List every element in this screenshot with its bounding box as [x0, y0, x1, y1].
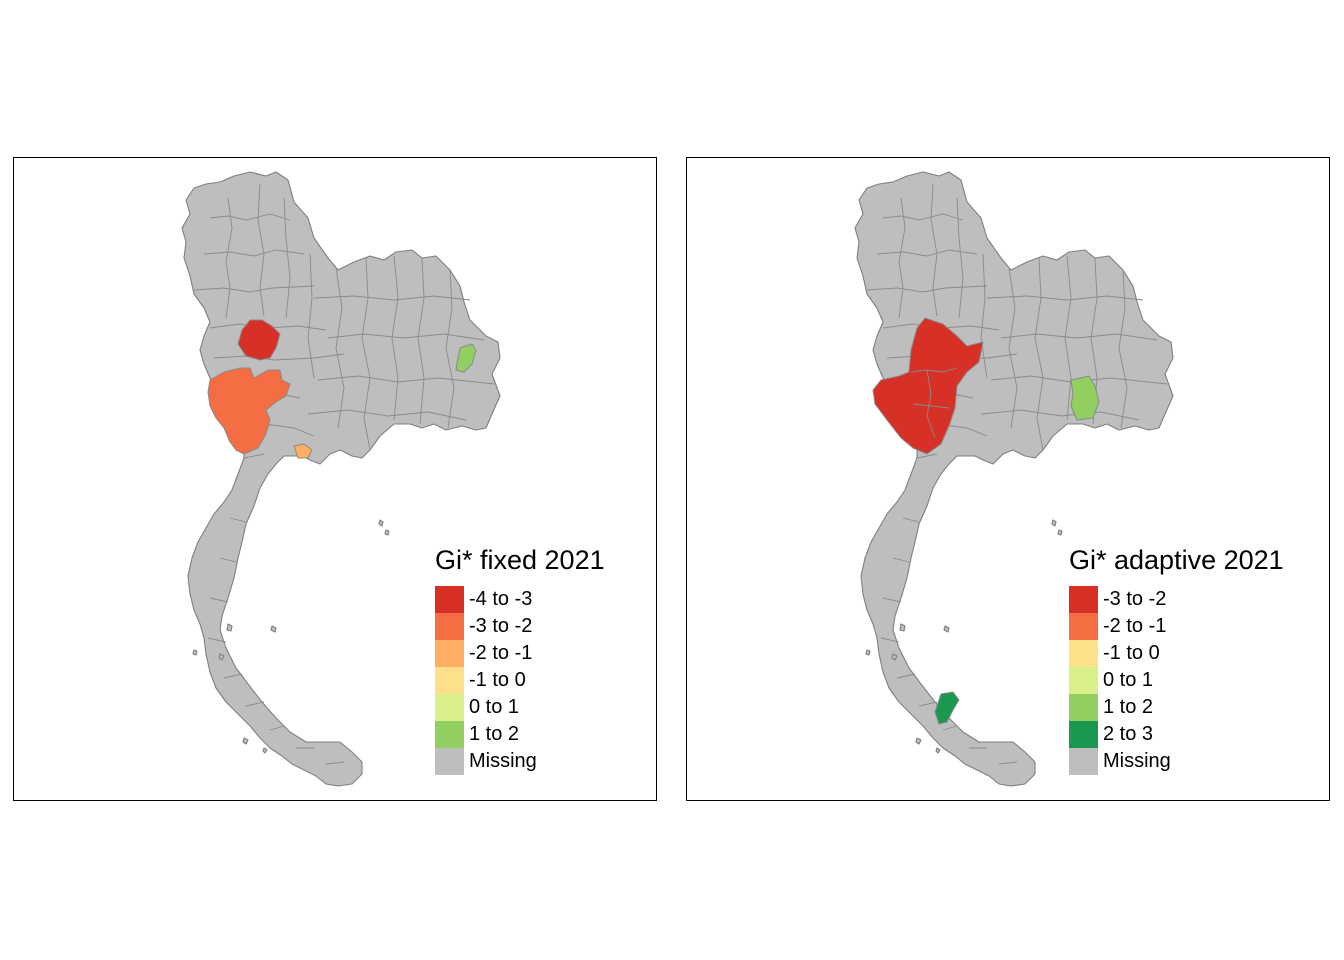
- legend-swatch: [435, 640, 464, 667]
- legend-swatch: [435, 667, 464, 694]
- map-legend: Gi* adaptive 2021 -3 to -2 -2 to -1 -1 to …: [1069, 544, 1284, 775]
- legend-label: -1 to 0: [469, 669, 526, 691]
- hotspot-area: [934, 691, 960, 725]
- legend-swatch: [435, 721, 464, 748]
- hotspot-area: [237, 319, 281, 361]
- legend-label: -4 to -3: [469, 588, 533, 610]
- legend-item: -2 to -1: [1069, 613, 1284, 640]
- map-panel-fixed: Gi* fixed 2021 -4 to -3 -3 to -2 -2 to -1-…: [13, 157, 657, 801]
- legend-title: Gi* fixed 2021: [435, 545, 605, 575]
- legend-item: Missing: [1069, 748, 1284, 775]
- legend-item: 2 to 3: [1069, 721, 1284, 748]
- legend-label: 0 to 1: [469, 696, 520, 718]
- legend-label: 1 to 2: [1103, 696, 1154, 718]
- legend-swatch: [1069, 613, 1098, 640]
- legend-swatch: [435, 613, 464, 640]
- legend-swatch: [1069, 694, 1098, 721]
- legend-item: 1 to 2: [1069, 694, 1284, 721]
- legend-swatch: [435, 586, 464, 613]
- legend-label: 1 to 2: [469, 723, 520, 745]
- legend-label: -1 to 0: [1103, 642, 1160, 664]
- legend-swatch: [435, 748, 464, 775]
- legend-item: 1 to 2: [435, 721, 605, 748]
- province-border: [910, 367, 958, 439]
- map-panel-adaptive: Gi* adaptive 2021 -3 to -2 -2 to -1 -1 to …: [686, 157, 1330, 801]
- legend-label: 0 to 1: [1103, 669, 1154, 691]
- thailand-map-adaptive: [854, 171, 1174, 787]
- thailand-map-fixed: [181, 171, 501, 787]
- legend-swatch: [1069, 721, 1098, 748]
- legend-items: -3 to -2 -2 to -1 -1 to 0 0 to 1 1 to 2 2 to …: [1069, 586, 1284, 775]
- legend-item: -1 to 0: [435, 667, 605, 694]
- hotspot-area: [207, 367, 291, 455]
- legend-item: Missing: [435, 748, 605, 775]
- legend-item: -4 to -3: [435, 586, 605, 613]
- legend-item: -3 to -2: [1069, 586, 1284, 613]
- legend-items: -4 to -3 -3 to -2 -2 to -1 -1 to 0 0 to 1 1 t…: [435, 586, 605, 775]
- legend-label: 2 to 3: [1103, 723, 1154, 745]
- hotspot-area: [293, 443, 313, 459]
- legend-label: -2 to -1: [469, 642, 533, 664]
- map-legend: Gi* fixed 2021 -4 to -3 -3 to -2 -2 to -1-…: [435, 544, 605, 775]
- legend-label: Missing: [1103, 750, 1171, 772]
- hotspot-area: [872, 317, 984, 455]
- legend-swatch: [1069, 640, 1098, 667]
- legend-label: -3 to -2: [469, 615, 533, 637]
- legend-item: -2 to -1: [435, 640, 605, 667]
- hotspot-area: [455, 343, 477, 373]
- legend-swatch: [1069, 586, 1098, 613]
- legend-label: -2 to -1: [1103, 615, 1167, 637]
- legend-item: 0 to 1: [435, 694, 605, 721]
- legend-label: -3 to -2: [1103, 588, 1167, 610]
- legend-swatch: [435, 694, 464, 721]
- hotspot-area: [1070, 375, 1100, 421]
- legend-item: -1 to 0: [1069, 640, 1284, 667]
- legend-item: 0 to 1: [1069, 667, 1284, 694]
- legend-label: Missing: [469, 750, 537, 772]
- legend-swatch: [1069, 667, 1098, 694]
- legend-title: Gi* adaptive 2021: [1069, 545, 1284, 575]
- legend-item: -3 to -2: [435, 613, 605, 640]
- legend-swatch: [1069, 748, 1098, 775]
